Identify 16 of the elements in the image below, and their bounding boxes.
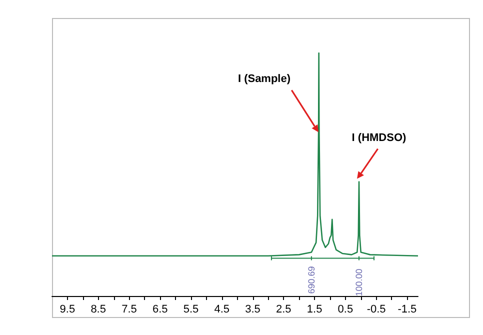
annotation: 100.00 (354, 268, 364, 296)
x-tick-label: 8.5 (90, 304, 106, 316)
x-tick-label: 3.5 (245, 304, 260, 316)
x-tick-label: 6.5 (152, 304, 168, 316)
annotation: I (HMDSO) (352, 132, 407, 144)
x-tick-label: 9.5 (60, 304, 76, 316)
x-tick-label: 0.5 (338, 304, 354, 316)
x-tick-label: 2.5 (276, 304, 292, 316)
x-tick-label: 1.5 (306, 304, 322, 316)
x-tick-label: 4.5 (214, 304, 230, 316)
x-tick-label: 7.5 (122, 304, 137, 316)
x-tick-label: -1.5 (398, 304, 417, 316)
annotation: 690.69 (306, 266, 316, 294)
x-tick-label: -0.5 (366, 304, 386, 316)
annotation: I (Sample) (238, 73, 291, 86)
x-tick-label: 5.5 (183, 304, 199, 316)
